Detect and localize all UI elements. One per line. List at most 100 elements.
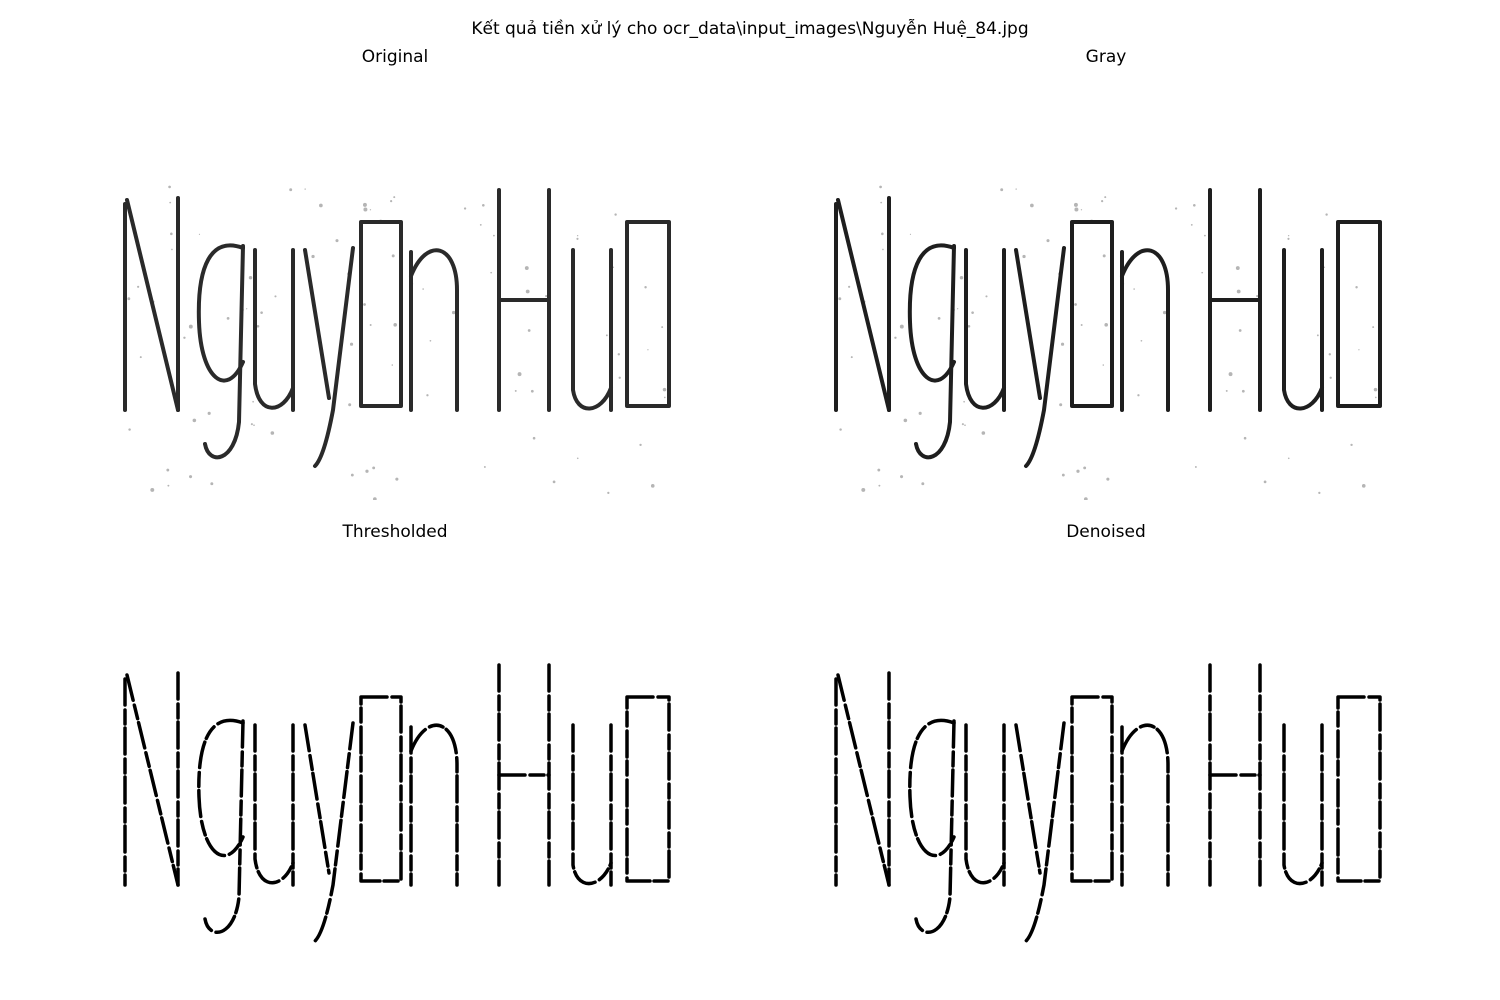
gray-image-svg: [834, 185, 1382, 500]
original-image-noise-dot: [128, 428, 131, 431]
gray-image-noise-dot: [964, 424, 966, 426]
gray-image-noise-dot: [1140, 339, 1143, 342]
gray-image-noise-dot: [903, 418, 908, 423]
original-image-noise-dot: [189, 475, 193, 479]
original-image-noise-dot: [139, 356, 142, 359]
original-image-stroke: [359, 220, 403, 408]
gray-image-noise-dot: [1323, 266, 1326, 268]
original-image-stroke: [409, 248, 459, 412]
gray-image-noise-dot: [1046, 239, 1050, 243]
gray-image-noise-dot: [900, 475, 904, 479]
gray-image-stroke: [1120, 248, 1170, 412]
gray-image-noise-dot: [1241, 389, 1245, 393]
gray-image-noise-dot: [1235, 266, 1240, 270]
original-image-noise-dot: [479, 223, 482, 226]
original-image-noise-dot: [369, 324, 372, 326]
original-image-noise-dot: [256, 324, 260, 328]
denoised-image-word-strokes: [834, 663, 1382, 943]
gray-image-noise-dot: [1374, 396, 1377, 399]
original-image-noise-dot: [274, 295, 277, 298]
gray-image-noise-dot: [1104, 196, 1107, 199]
gray-image-noise-dot: [1243, 436, 1247, 440]
gray-image-noise-dot: [1061, 473, 1065, 477]
gray-image-noise-dot: [838, 297, 842, 301]
original-image-noise-dot: [395, 477, 399, 481]
original-image-noise-dot: [348, 403, 352, 407]
gray-image-word-strokes: [834, 188, 1382, 468]
denoised-image-stroke: [1070, 695, 1114, 883]
original-image-stroke: [125, 198, 180, 412]
original-image-noise-dot: [482, 203, 485, 207]
panel-title-denoised: Denoised: [1066, 522, 1146, 542]
gray-image-noise-dot: [1137, 394, 1140, 397]
denoised-image-stroke: [1024, 721, 1066, 943]
gray-image-noise-dot: [1060, 342, 1065, 346]
thresholded-image: [115, 555, 675, 975]
gray-image-noise-dot: [1102, 254, 1106, 258]
gray-image-noise-dot: [1361, 484, 1366, 488]
original-image-noise-dot: [183, 336, 186, 339]
denoised-image-stroke: [1014, 723, 1042, 875]
original-image-noise-dot: [617, 353, 620, 356]
gray-image-stroke: [1282, 248, 1324, 411]
original-image-noise-dot: [150, 487, 155, 492]
gray-image-noise-dot: [937, 316, 941, 320]
gray-image-noise-dot: [877, 468, 881, 472]
thresholded-image-word-strokes: [123, 663, 671, 943]
gray-image-noise-dot: [861, 487, 866, 492]
original-image-noise-dot: [168, 185, 171, 189]
denoised-image-stroke: [964, 723, 1006, 885]
gray-image-noise-dot: [1059, 403, 1063, 407]
gray-image-noise-dot: [1204, 234, 1206, 237]
gray-image-noise-dot: [1225, 389, 1228, 392]
thresholded-image-stroke: [125, 673, 180, 887]
original-image-noise-dot: [614, 213, 617, 216]
gray-image-noise-dot: [1287, 237, 1290, 240]
gray-image-noise-dot: [1236, 289, 1241, 294]
original-image-noise-dot: [426, 394, 429, 397]
thresholded-image-stroke: [625, 695, 671, 883]
gray-image-stroke: [1336, 220, 1382, 408]
denoised-image-stroke: [1282, 723, 1324, 886]
original-image-noise-dot: [576, 235, 579, 237]
gray-image-noise-dot: [1190, 223, 1193, 226]
gray-image-noise-dot: [839, 428, 842, 431]
gray-image-noise-dot: [1329, 376, 1332, 379]
gray-image-noise-dot: [1263, 480, 1267, 484]
original-image-noise-dot: [532, 436, 536, 440]
original-image-noise-dot: [137, 285, 140, 288]
original-image-noise-dot: [192, 418, 197, 423]
original-image-noise-dot: [250, 423, 253, 426]
original-image-noise-dot: [198, 233, 201, 235]
gray-image-noise-dot: [971, 311, 974, 314]
gray-image-noise-dot: [1000, 188, 1004, 192]
gray-image-noise-dot: [881, 232, 884, 236]
gray-image-noise-dot: [967, 324, 971, 328]
gray-image-noise-dot: [878, 484, 881, 487]
original-image-noise-dot: [210, 482, 214, 486]
gray-image-noise-dot: [894, 336, 897, 339]
gray-image-noise-dot: [1201, 271, 1204, 274]
original-image-noise-dot: [576, 457, 579, 460]
original-image-noise-dot: [170, 232, 173, 236]
original-image-noise-dot: [661, 326, 664, 328]
gray-image-noise-dot: [918, 411, 922, 415]
original-image-noise-dot: [576, 237, 579, 240]
gray-image-stroke: [1070, 220, 1114, 408]
original-image-noise-dot: [552, 480, 556, 484]
denoised-image-stroke: [1336, 695, 1382, 883]
gray-image-stroke: [914, 244, 956, 460]
thresholded-image-stroke: [203, 719, 245, 935]
gray-image-noise-dot: [921, 482, 925, 486]
original-image-noise-dot: [391, 254, 395, 258]
gray-image: [826, 80, 1386, 500]
gray-image-noise-dot: [850, 356, 853, 359]
original-image-noise-dot: [530, 389, 534, 393]
original-image-noise-dot: [127, 297, 131, 301]
original-image-noise-dot: [493, 234, 495, 237]
panel-title-thresholded: Thresholded: [342, 522, 448, 542]
original-image-noise-dot: [363, 303, 366, 306]
original-image-noise-dot: [349, 342, 354, 346]
denoised-image-stroke: [914, 719, 956, 935]
original-image-noise-dot: [463, 207, 467, 210]
